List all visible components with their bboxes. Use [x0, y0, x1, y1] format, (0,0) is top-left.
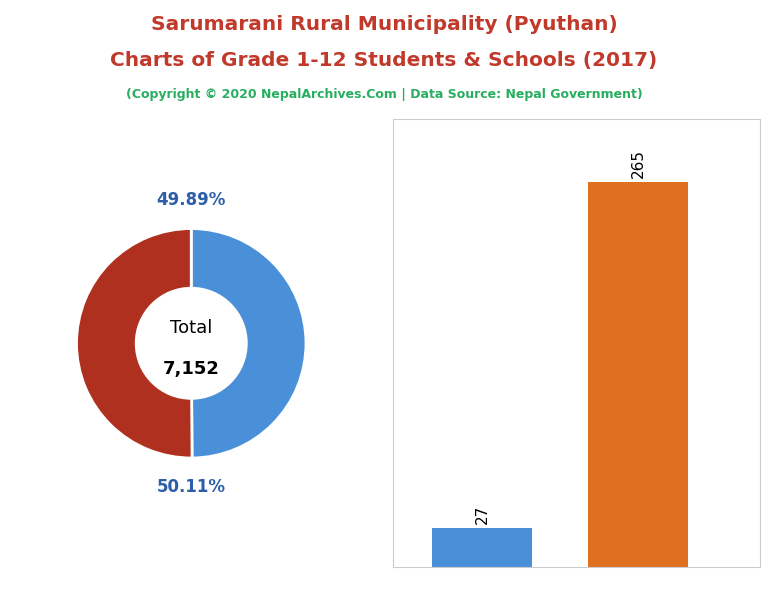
- Text: Sarumarani Rural Municipality (Pyuthan): Sarumarani Rural Municipality (Pyuthan): [151, 15, 617, 34]
- Text: 49.89%: 49.89%: [157, 191, 226, 209]
- Text: Charts of Grade 1-12 Students & Schools (2017): Charts of Grade 1-12 Students & Schools …: [111, 51, 657, 70]
- Text: 27: 27: [475, 504, 490, 524]
- Wedge shape: [77, 229, 192, 458]
- Text: (Copyright © 2020 NepalArchives.Com | Data Source: Nepal Government): (Copyright © 2020 NepalArchives.Com | Da…: [126, 88, 642, 101]
- Text: 265: 265: [631, 149, 645, 177]
- Wedge shape: [191, 229, 306, 458]
- Bar: [588, 182, 688, 567]
- Text: Total: Total: [170, 319, 213, 337]
- Text: 50.11%: 50.11%: [157, 478, 226, 496]
- Text: 7,152: 7,152: [163, 359, 220, 377]
- Bar: [432, 528, 532, 567]
